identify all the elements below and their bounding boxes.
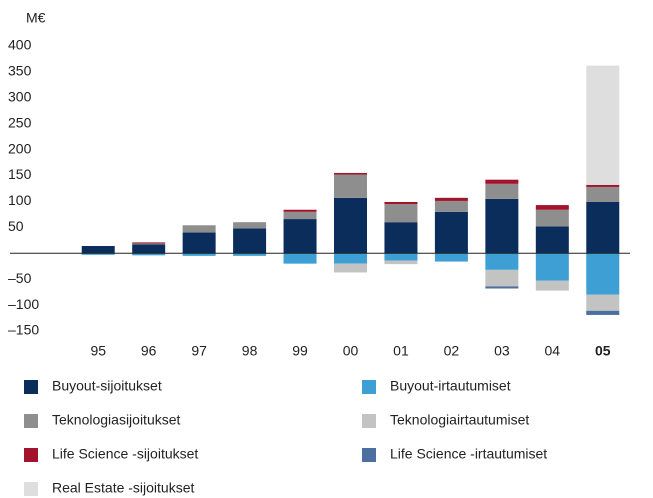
bar-segment — [384, 222, 418, 254]
bar-segment — [81, 253, 115, 255]
bar-segment — [182, 225, 216, 233]
y-tick-label: 150 — [8, 166, 32, 182]
x-tick-label: 05 — [595, 343, 611, 359]
x-tick-label: 03 — [494, 343, 510, 359]
bar-segment — [384, 204, 418, 223]
bar-segment — [485, 269, 519, 287]
bar-segment — [132, 244, 166, 254]
legend-swatch — [24, 482, 38, 496]
y-tick-label: 100 — [8, 192, 32, 208]
bar-segment — [283, 219, 317, 254]
bar-segment — [334, 197, 367, 254]
legend-label: Real Estate -sijoitukset — [52, 480, 195, 496]
y-tick-label: 250 — [8, 114, 32, 130]
x-tick-label: 95 — [90, 343, 106, 359]
y-tick-label: 200 — [8, 140, 32, 156]
legend-swatch — [24, 414, 38, 428]
bar-segment — [81, 246, 115, 254]
x-tick-label: 98 — [242, 343, 258, 359]
legend-label: Teknologiasijoitukset — [52, 412, 181, 428]
bar-segment — [586, 186, 620, 202]
bar-segment — [586, 65, 620, 185]
bar-segment — [535, 205, 569, 210]
bar-segment — [586, 253, 620, 295]
legend-swatch — [362, 380, 376, 394]
bar-segment — [535, 280, 569, 291]
legend-swatch — [24, 448, 38, 462]
bar-segment — [334, 172, 367, 175]
legend-label: Buyout-sijoitukset — [52, 378, 162, 394]
unit-label: M€ — [26, 10, 46, 26]
bar-segment — [434, 197, 468, 201]
bar-segment — [132, 253, 166, 256]
x-tick-label: 97 — [191, 343, 207, 359]
bar-segment — [535, 226, 569, 254]
y-tick-label: 400 — [8, 37, 32, 53]
bar-segment — [182, 232, 216, 254]
bar-segment — [233, 228, 267, 254]
bar-segment — [586, 294, 620, 311]
bar-segment — [535, 209, 569, 227]
y-tick-label: –50 — [8, 270, 32, 286]
bar-segment — [233, 253, 267, 256]
legend-label: Teknologiairtautumiset — [390, 412, 529, 428]
y-tick-label: 350 — [8, 63, 32, 79]
bar-segment — [586, 310, 620, 315]
bar-segment — [485, 198, 519, 254]
bar-segment — [434, 200, 468, 212]
bar-segment — [283, 211, 317, 220]
x-tick-label: 96 — [141, 343, 157, 359]
legend-swatch — [362, 414, 376, 428]
bar-segment — [535, 253, 569, 281]
bar-segment — [132, 242, 166, 244]
bar-segment — [334, 263, 367, 273]
bar-segment — [434, 253, 468, 262]
legend-swatch — [362, 448, 376, 462]
x-tick-label: 04 — [545, 343, 561, 359]
bar-segment — [485, 179, 519, 184]
y-tick-label: 50 — [8, 218, 24, 234]
bar-segment — [283, 253, 317, 264]
legend-swatch — [24, 380, 38, 394]
bar-segment — [132, 243, 166, 245]
bar-segment — [485, 286, 519, 289]
x-tick-label: 00 — [343, 343, 359, 359]
x-tick-label: 99 — [292, 343, 308, 359]
bar-segment — [434, 211, 468, 254]
bar-segment — [233, 222, 267, 229]
x-tick-label: 01 — [393, 343, 409, 359]
y-tick-label: –150 — [8, 322, 39, 338]
bar-segment — [586, 184, 620, 187]
bar-segment — [384, 201, 418, 205]
bar-segment — [586, 201, 620, 254]
bar-segment — [485, 183, 519, 199]
bar-segment — [384, 253, 418, 261]
bar-segment — [384, 260, 418, 265]
y-tick-label: 300 — [8, 89, 32, 105]
legend-label: Life Science -sijoitukset — [52, 446, 198, 462]
bar-segment — [334, 253, 367, 264]
y-tick-label: –100 — [8, 296, 39, 312]
legend-label: Buyout-irtautumiset — [390, 378, 511, 394]
bar-segment — [485, 253, 519, 270]
bar-segment — [283, 209, 317, 212]
x-tick-label: 02 — [444, 343, 460, 359]
bar-segment — [182, 253, 216, 256]
legend-label: Life Science -irtautumiset — [390, 446, 547, 462]
bar-segment — [334, 174, 367, 198]
